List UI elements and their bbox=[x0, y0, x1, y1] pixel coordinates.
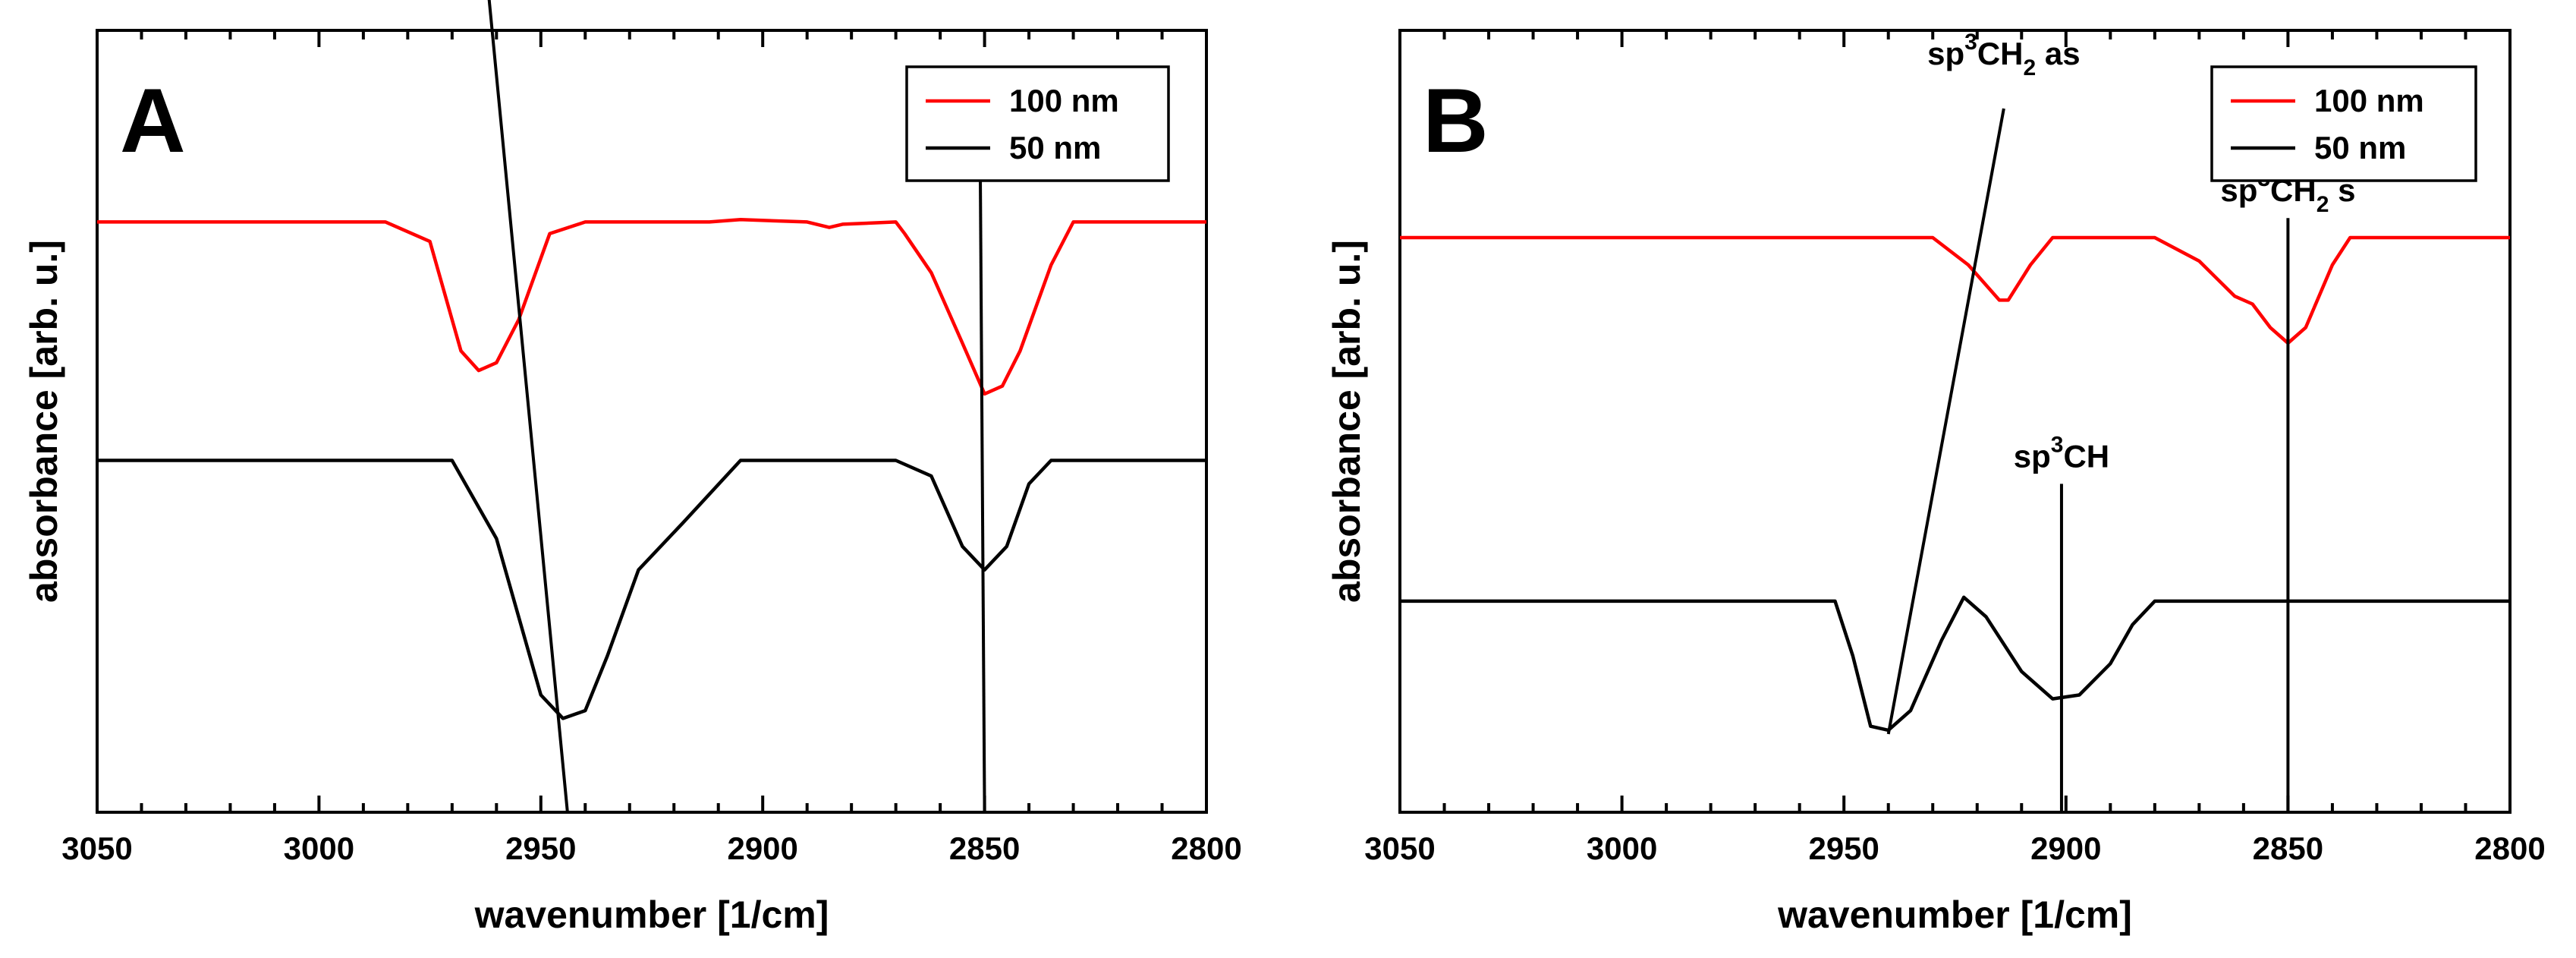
panel-a-legend-box bbox=[905, 65, 1170, 182]
panel-a-y-axis-title: absorbance [arb. u.] bbox=[23, 240, 65, 603]
panel-a: 3050 3000 2950 2900 2850 2800 wavenumber [1/cm… bbox=[23, 0, 1242, 936]
panel-a-legend-label: 50 nm bbox=[1009, 130, 1101, 165]
panel-b-legend-label: 50 nm bbox=[2314, 130, 2406, 165]
panel-b-x-tick-label: 2800 bbox=[2474, 830, 2545, 866]
panel-a-x-tick-label: 2950 bbox=[505, 830, 576, 866]
panel-b-legend-label: 100 nm bbox=[2314, 83, 2424, 118]
panel-b-annotation-line bbox=[1886, 108, 2005, 735]
panel-a-x-tick-label: 3050 bbox=[61, 830, 132, 866]
panel-b-series-50-nm bbox=[1400, 595, 2510, 733]
panel-b-x-tick-label: 3050 bbox=[1364, 830, 1435, 866]
panel-a-series-100-nm bbox=[97, 218, 1206, 396]
panel-b-annotation-label: sp3CH2 as bbox=[1927, 30, 2080, 80]
panel-b-x-tick-label: 2950 bbox=[1808, 830, 1879, 866]
panel-b-series-100-nm bbox=[1400, 235, 2510, 345]
panel-b-x-tick-label: 2850 bbox=[2253, 830, 2323, 866]
panel-a-x-tick-label: 2850 bbox=[949, 830, 1020, 866]
panel-b-x-tick-label: 2900 bbox=[2030, 830, 2101, 866]
panel-a-annotation-line bbox=[487, 0, 569, 813]
panel-a-x-tick-label: 3000 bbox=[284, 830, 354, 866]
panel-a-plot-frame bbox=[96, 29, 1208, 814]
panel-b-legend-box bbox=[2210, 65, 2477, 182]
panel-b-plot-frame bbox=[1398, 29, 2512, 814]
panel-b-y-axis-title: absorbance [arb. u.] bbox=[1326, 240, 1368, 603]
panel-b-x-tick-label: 3000 bbox=[1587, 830, 1657, 866]
panel-b-x-axis-title: wavenumber [1/cm] bbox=[1777, 893, 2132, 936]
panel-a-annotation-line bbox=[978, 147, 986, 813]
panel-a-series-50-nm bbox=[97, 459, 1206, 720]
panel-a-legend-label: 100 nm bbox=[1009, 83, 1119, 118]
panel-b-annotation-label: sp3CH bbox=[2014, 432, 2109, 474]
panel-b-letter: B bbox=[1423, 70, 1489, 172]
panel-a-x-axis-title: wavenumber [1/cm] bbox=[474, 893, 829, 936]
panel-a-x-tick-label: 2800 bbox=[1171, 830, 1241, 866]
panel-a-x-tick-label: 2900 bbox=[727, 830, 797, 866]
panel-b: 3050 3000 2950 2900 2850 2800 wavenumber [1/cm… bbox=[1326, 29, 2546, 936]
panel-a-letter: A bbox=[120, 70, 186, 172]
